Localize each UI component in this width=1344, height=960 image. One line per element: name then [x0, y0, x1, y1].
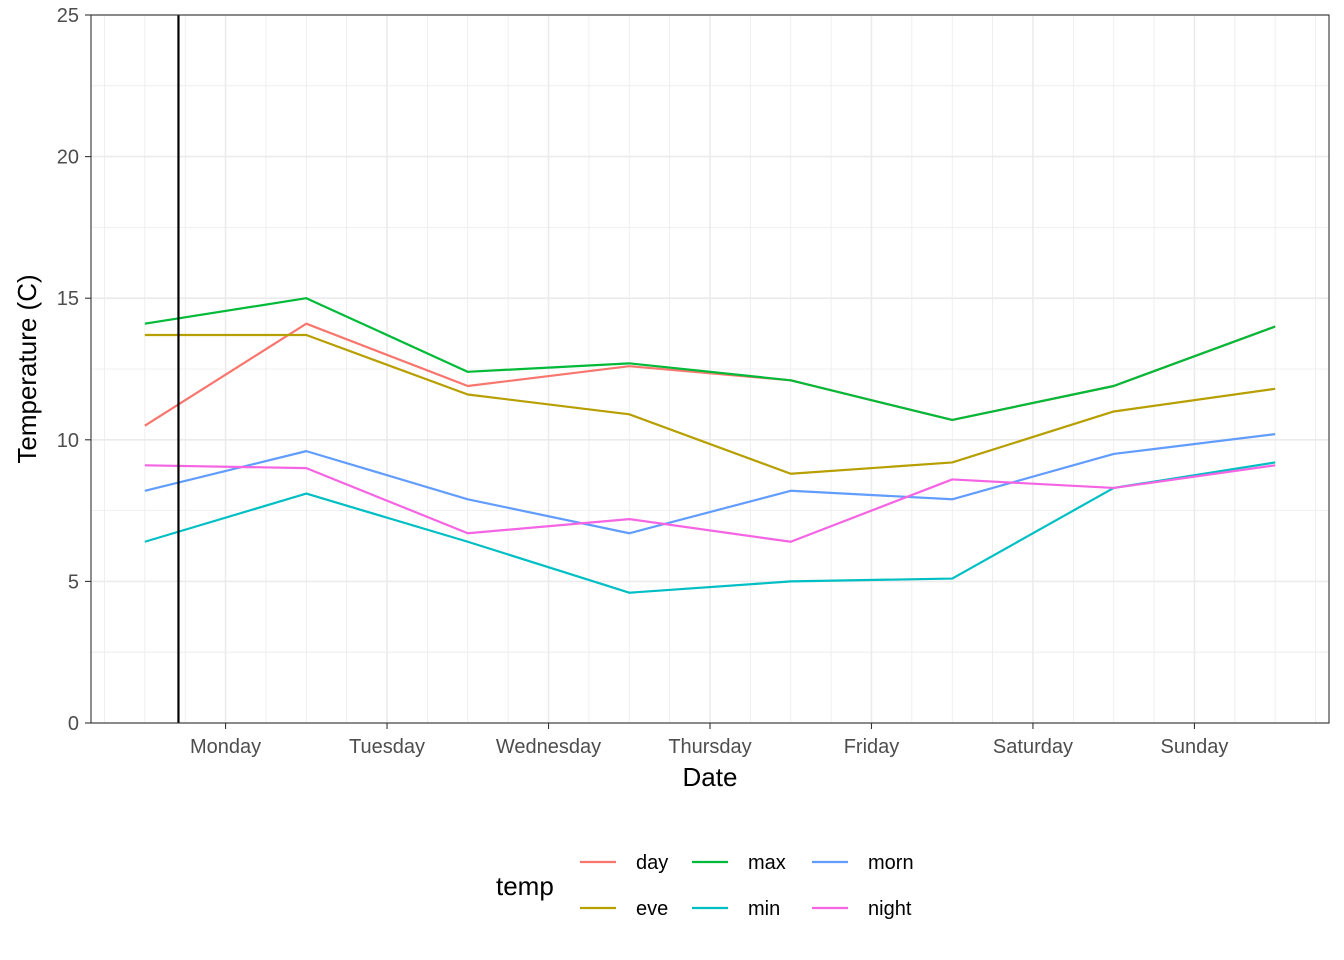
legend-label-night: night [868, 898, 912, 920]
x-tick-label: Tuesday [349, 736, 425, 758]
y-axis-title: Temperature (C) [12, 274, 42, 463]
x-tick-label: Wednesday [496, 736, 601, 758]
y-tick-label: 15 [57, 288, 79, 310]
legend-label-max: max [748, 852, 786, 874]
legend-label-min: min [748, 898, 780, 920]
series-lines [144, 297, 1276, 594]
series-line-max [144, 297, 1276, 422]
y-tick-label: 5 [68, 571, 79, 593]
legend-label-eve: eve [636, 898, 668, 920]
x-tick-label: Sunday [1161, 736, 1229, 758]
series-line-eve [144, 333, 1276, 475]
y-tick-label: 20 [57, 147, 79, 169]
legend-label-day: day [636, 852, 668, 874]
x-tick-label: Friday [844, 736, 900, 758]
y-tick-label: 25 [57, 5, 79, 27]
legend-label-morn: morn [868, 852, 914, 874]
y-tick-label: 0 [68, 713, 79, 735]
x-tick-label: Thursday [668, 736, 751, 758]
y-axis: 0 5 10 15 20 25 [57, 5, 91, 735]
legend: temp day eve max min morn night [496, 852, 914, 920]
series-line-night [144, 464, 1276, 543]
x-tick-label: Saturday [993, 736, 1073, 758]
series-line-morn [144, 433, 1276, 535]
legend-title: temp [496, 871, 554, 901]
x-axis: Monday Tuesday Wednesday Thursday Friday Satu… [190, 723, 1228, 758]
x-axis-title: Date [683, 762, 738, 792]
x-tick-label: Monday [190, 736, 261, 758]
y-tick-label: 10 [57, 430, 79, 452]
series-line-min [144, 461, 1276, 594]
